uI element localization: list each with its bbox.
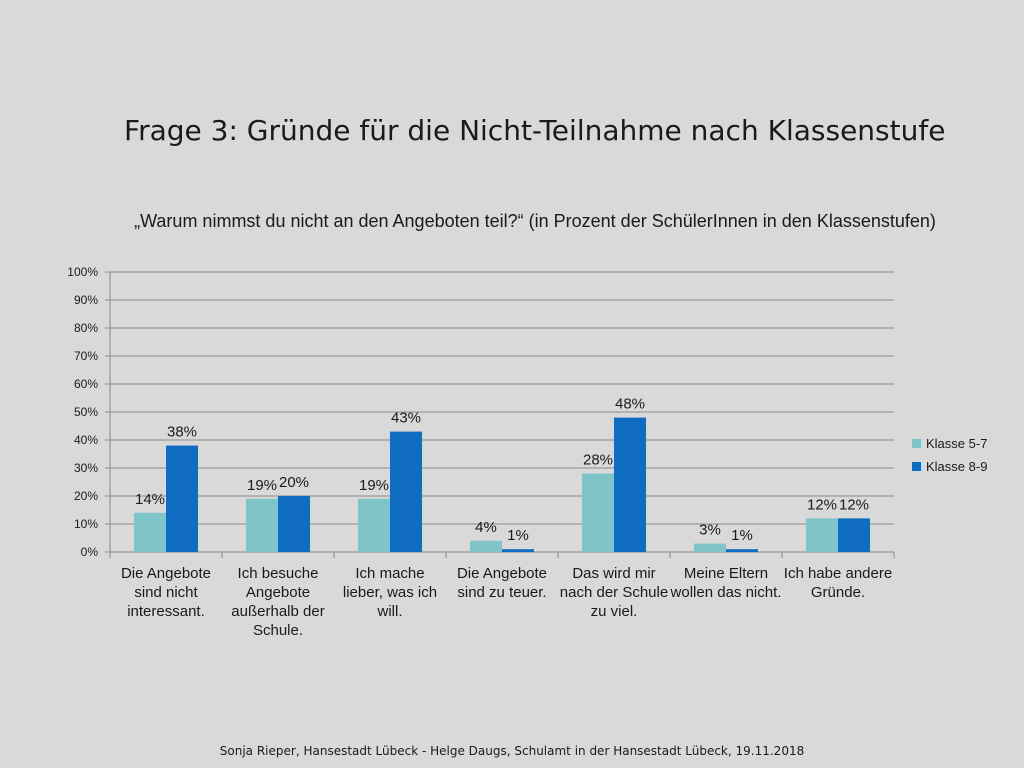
- y-tick-label: 30%: [74, 461, 98, 475]
- x-category-label: Die Angebote sind nicht interessant.: [120, 565, 212, 620]
- bar-klasse-8-9: [166, 445, 198, 552]
- bar-klasse-8-9: [278, 496, 310, 552]
- y-tick-label: 70%: [74, 349, 98, 363]
- legend-item-klasse-5-7: Klasse 5-7: [912, 432, 987, 455]
- bar-klasse-8-9: [502, 549, 534, 552]
- data-label: 12%: [839, 496, 869, 513]
- bar-klasse-5-7: [134, 512, 166, 552]
- bar-klasse-8-9: [838, 518, 870, 552]
- legend-label-klasse-5-7: Klasse 5-7: [926, 436, 988, 451]
- bar-klasse-5-7: [358, 498, 390, 552]
- x-category-label: Ich habe andere Gründe.: [783, 565, 893, 601]
- slide-title: Frage 3: Gründe für die Nicht-Teilnahme …: [124, 114, 946, 147]
- bar-klasse-8-9: [390, 431, 422, 552]
- x-category-label: Die Angebote sind zu teuer.: [456, 565, 548, 601]
- y-tick-label: 90%: [74, 293, 98, 307]
- legend-item-klasse-8-9: Klasse 8-9: [912, 455, 987, 478]
- bar-klasse-8-9: [726, 549, 758, 552]
- bar-klasse-5-7: [246, 498, 278, 552]
- data-label: 19%: [359, 477, 389, 494]
- data-label: 4%: [475, 519, 497, 536]
- x-category-label: Ich besuche Angebote außerhalb der Schul…: [231, 565, 325, 639]
- y-tick-label: 40%: [74, 433, 98, 447]
- data-label: 14%: [135, 491, 165, 508]
- data-label: 12%: [807, 496, 837, 513]
- data-label: 1%: [731, 527, 753, 544]
- x-category-label: Das wird mir nach der Schule zu viel.: [559, 565, 669, 620]
- y-tick-label: 20%: [74, 489, 98, 503]
- chart-title: „Warum nimmst du nicht an den Angeboten …: [134, 211, 936, 231]
- data-label: 38%: [167, 424, 197, 441]
- bar-klasse-5-7: [470, 540, 502, 552]
- data-label: 43%: [391, 410, 421, 427]
- bar-klasse-5-7: [582, 473, 614, 552]
- data-label: 3%: [699, 522, 721, 539]
- x-category-label: Ich mache lieber, was ich will.: [342, 565, 438, 620]
- legend-label-klasse-8-9: Klasse 8-9: [926, 459, 988, 474]
- legend-swatch-klasse-5-7: [912, 439, 921, 448]
- legend-swatch-klasse-8-9: [912, 462, 921, 471]
- y-tick-label: 80%: [74, 321, 98, 335]
- data-label: 20%: [279, 474, 309, 491]
- legend: Klasse 5-7 Klasse 8-9: [912, 432, 987, 478]
- data-label: 1%: [507, 527, 529, 544]
- y-tick-label: 10%: [74, 517, 98, 531]
- y-tick-label: 60%: [74, 377, 98, 391]
- data-label: 28%: [583, 452, 613, 469]
- bar-klasse-5-7: [694, 543, 726, 552]
- y-tick-label: 100%: [67, 265, 98, 279]
- bar-klasse-5-7: [806, 518, 838, 552]
- slide-footer: Sonja Rieper, Hansestadt Lübeck - Helge …: [219, 744, 805, 758]
- y-tick-label: 0%: [81, 545, 99, 559]
- data-label: 19%: [247, 477, 277, 494]
- data-label: 48%: [615, 396, 645, 413]
- x-category-label: Meine Eltern wollen das nicht.: [670, 565, 782, 601]
- bar-klasse-8-9: [614, 417, 646, 552]
- y-tick-label: 50%: [74, 405, 98, 419]
